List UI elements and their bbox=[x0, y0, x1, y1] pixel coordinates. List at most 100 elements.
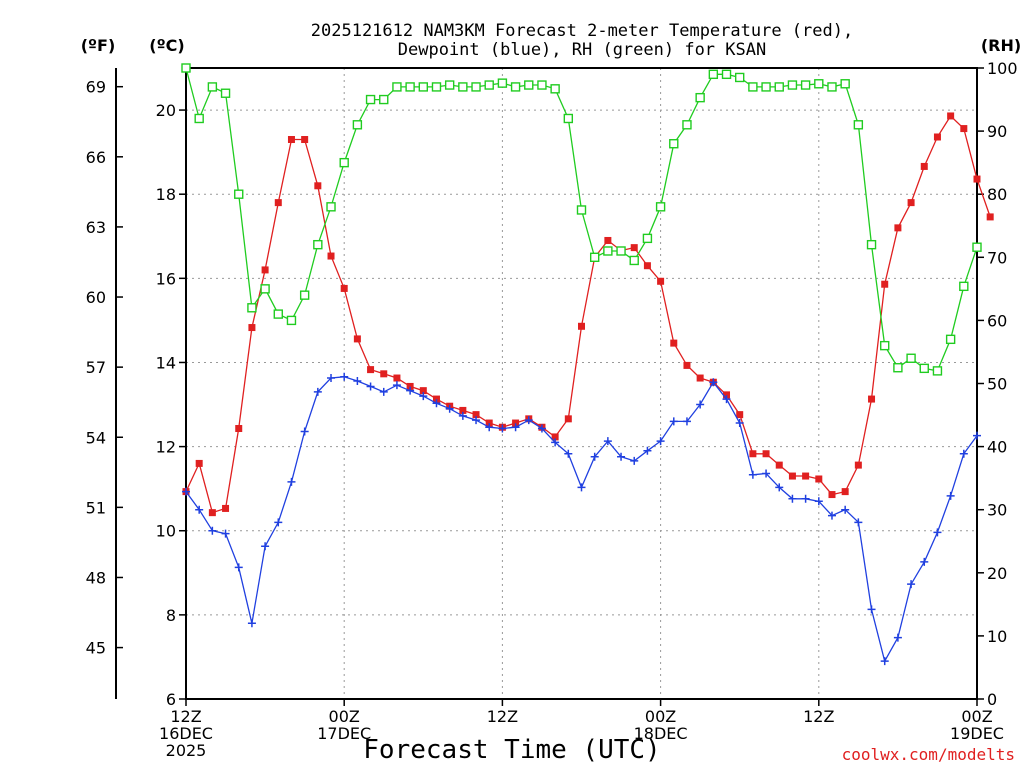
celsius-tick-label: 6 bbox=[166, 690, 176, 709]
rh-point bbox=[181, 63, 191, 73]
rh-point bbox=[339, 157, 349, 168]
dewpoint-point bbox=[313, 387, 322, 396]
dewpoint-point bbox=[748, 470, 757, 479]
rh-unit-label: (RH) bbox=[981, 36, 1021, 55]
temperature-point bbox=[367, 366, 375, 374]
temperature-point bbox=[604, 236, 612, 244]
temperature-point bbox=[854, 461, 862, 469]
temperature-point bbox=[657, 277, 665, 285]
rh-point bbox=[431, 82, 442, 92]
dewpoint-point bbox=[392, 381, 401, 390]
temperature-point bbox=[274, 199, 282, 207]
series-layer bbox=[181, 63, 994, 666]
dewpoint-point bbox=[406, 386, 415, 395]
temperature-point bbox=[406, 382, 414, 390]
temperature-point bbox=[986, 213, 994, 221]
x-tick-label: 00Z bbox=[645, 707, 676, 726]
dewpoint-point bbox=[366, 382, 375, 391]
dewpoint-point bbox=[551, 438, 560, 447]
fahrenheit-tick-label: 60 bbox=[86, 288, 106, 307]
rh-tick-label: 90 bbox=[987, 122, 1007, 141]
temperature-point bbox=[195, 459, 203, 467]
temperature-point bbox=[841, 488, 849, 496]
temperature-point bbox=[261, 266, 269, 274]
celsius-tick-label: 8 bbox=[166, 606, 176, 625]
rh-point bbox=[484, 80, 494, 90]
rh-point bbox=[524, 80, 534, 90]
x-tick-label: 18DEC bbox=[634, 724, 688, 743]
rh-tick-label: 10 bbox=[987, 627, 1007, 646]
dewpoint-point bbox=[485, 423, 494, 432]
dewpoint-point bbox=[564, 449, 573, 458]
temperature-point bbox=[472, 411, 480, 419]
temperature-point bbox=[208, 509, 216, 517]
temperature-point bbox=[815, 475, 823, 483]
rh-point bbox=[748, 82, 758, 92]
rh-point bbox=[207, 82, 218, 92]
temperature-point bbox=[973, 175, 981, 183]
celsius-unit-label: (ºC) bbox=[149, 36, 184, 55]
rh-point bbox=[234, 189, 244, 199]
rh-point bbox=[800, 80, 811, 90]
temperature-point bbox=[643, 262, 651, 270]
temperature-point bbox=[314, 182, 322, 190]
fahrenheit-tick-label: 66 bbox=[86, 148, 106, 167]
dewpoint-point bbox=[274, 518, 283, 527]
rh-point bbox=[379, 94, 389, 105]
dewpoint-point bbox=[445, 404, 454, 413]
fahrenheit-tick-label: 51 bbox=[86, 498, 106, 517]
dewpoint-point bbox=[854, 518, 863, 527]
temperature-point bbox=[670, 339, 678, 347]
dewpoint-point bbox=[696, 400, 705, 409]
temperature-point bbox=[419, 387, 427, 395]
x-tick-label: 00Z bbox=[329, 707, 360, 726]
temperature-point bbox=[775, 461, 783, 469]
rh-point bbox=[814, 79, 824, 89]
temperature-point bbox=[802, 472, 810, 480]
dewpoint-point bbox=[261, 542, 270, 551]
dewpoint-point bbox=[722, 395, 731, 404]
rh-point bbox=[735, 72, 745, 83]
dewpoint-point bbox=[933, 528, 942, 537]
temperature-point bbox=[683, 361, 691, 369]
temperature-point bbox=[578, 322, 585, 330]
rh-point bbox=[550, 84, 560, 94]
temperature-point bbox=[630, 244, 638, 252]
chart-title-line-1: 2025121612 NAM3KM Forecast 2-meter Tempe… bbox=[311, 21, 853, 41]
rh-point bbox=[299, 290, 310, 300]
temperature-point bbox=[920, 162, 928, 170]
rh-tick-label: 100 bbox=[987, 59, 1018, 78]
rh-tick-label: 40 bbox=[987, 438, 1007, 457]
rh-tick-label: 50 bbox=[987, 375, 1007, 394]
temperature-point bbox=[551, 433, 559, 441]
rh-point bbox=[497, 78, 508, 88]
x-tick-label: 16DEC bbox=[159, 724, 213, 743]
temperature-point bbox=[353, 335, 361, 343]
temperature-point bbox=[432, 395, 440, 403]
dewpoint-point bbox=[340, 372, 349, 381]
rh-point bbox=[471, 82, 481, 92]
celsius-tick-label: 10 bbox=[156, 522, 176, 541]
rh-point bbox=[418, 82, 428, 92]
celsius-tick-label: 16 bbox=[156, 269, 176, 288]
rh-point bbox=[220, 88, 231, 98]
rh-point bbox=[655, 202, 666, 212]
temperature-point bbox=[723, 391, 731, 399]
credit-link[interactable]: coolwx.com/modelts bbox=[842, 745, 1015, 764]
dewpoint-point bbox=[735, 419, 744, 428]
rh-point bbox=[932, 366, 943, 376]
dewpoint-point bbox=[893, 633, 902, 642]
dewpoint-point bbox=[537, 424, 546, 433]
x-tick-label: 17DEC bbox=[317, 724, 371, 743]
rh-point bbox=[286, 315, 297, 326]
temperature-point bbox=[947, 112, 955, 120]
celsius-tick-label: 20 bbox=[156, 101, 176, 120]
plot-frame bbox=[185, 67, 978, 700]
x-tick-label: 00Z bbox=[961, 707, 992, 726]
celsius-tick-label: 12 bbox=[156, 438, 176, 457]
dewpoint-point bbox=[643, 446, 652, 455]
temperature-point bbox=[459, 406, 467, 414]
rh-point bbox=[603, 246, 613, 256]
rh-point bbox=[365, 94, 376, 105]
celsius-tick-label: 14 bbox=[156, 353, 176, 372]
